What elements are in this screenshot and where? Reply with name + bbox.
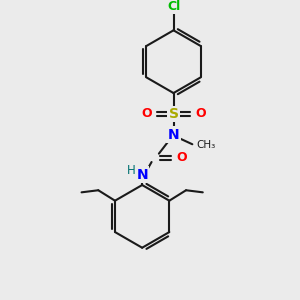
Text: H: H <box>127 164 136 177</box>
Text: O: O <box>177 151 187 164</box>
Text: O: O <box>195 107 206 120</box>
Text: O: O <box>141 107 152 120</box>
Text: S: S <box>169 107 178 121</box>
Text: N: N <box>168 128 179 142</box>
Text: Cl: Cl <box>167 0 180 13</box>
Text: CH₃: CH₃ <box>196 140 216 150</box>
Text: N: N <box>136 168 148 182</box>
